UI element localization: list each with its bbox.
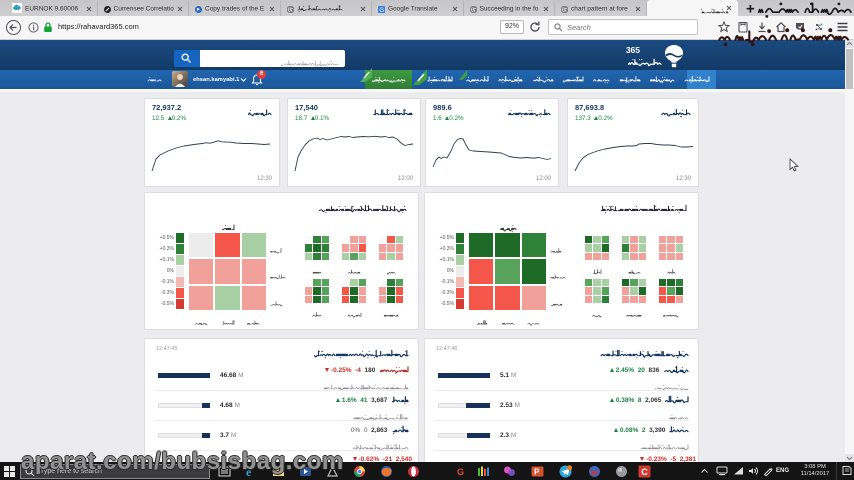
- svg-text:G: G: [563, 8, 568, 13]
- svg-text:G: G: [379, 8, 384, 13]
- svg-text:e: e: [246, 465, 252, 478]
- svg-text:C: C: [641, 467, 648, 477]
- svg-text:G: G: [288, 8, 293, 13]
- svg-text:G: G: [471, 8, 476, 13]
- svg-text:G: G: [457, 467, 464, 477]
- svg-text:P: P: [534, 467, 540, 476]
